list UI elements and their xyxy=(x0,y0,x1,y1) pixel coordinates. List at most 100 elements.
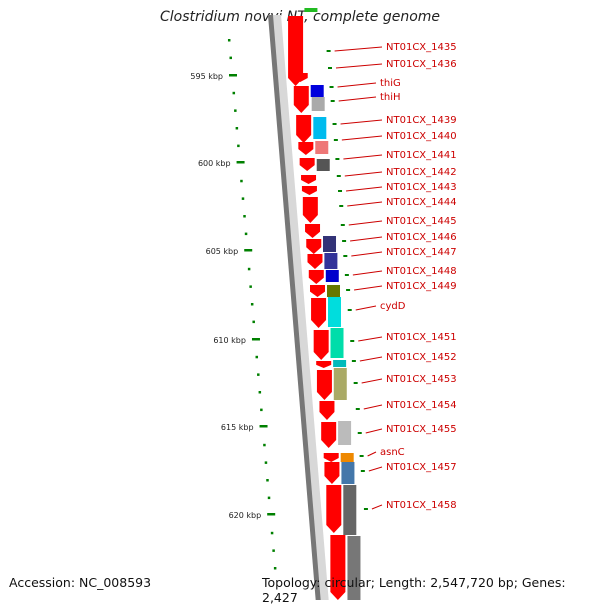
gene-leader-line xyxy=(358,336,383,342)
gene-labels: NT01CX_1435 NT01CX_1436 thiG thiH NT01CX_143… xyxy=(326,42,457,511)
gene-arrows xyxy=(288,16,346,600)
gene-label: NT01CX_1457 xyxy=(386,462,457,473)
gene-leader-line xyxy=(361,378,383,384)
gene-label: NT01CX_1445 xyxy=(386,216,457,227)
gene-arrow xyxy=(313,330,329,360)
feature-block xyxy=(327,285,341,297)
topology-text: Topology: circular; Length: 2,547,720 bp… xyxy=(262,575,566,605)
scale-tick-minor xyxy=(227,39,231,42)
gene-arrow xyxy=(302,197,318,223)
accession-text: Accession: NC_008593 xyxy=(9,575,152,590)
gene-label: NT01CX_1439 xyxy=(386,115,457,126)
gene-leader-line xyxy=(359,356,383,362)
gene-label: NT01CX_1442 xyxy=(386,167,457,178)
gene-label: NT01CX_1454 xyxy=(386,400,457,411)
scale-tick-minor xyxy=(232,91,236,95)
gene-arrow xyxy=(323,453,339,462)
gene-marker xyxy=(336,175,341,177)
scale-tick-minor xyxy=(260,408,263,412)
feature-block xyxy=(327,297,341,327)
gene-arrow xyxy=(293,86,309,113)
scale-ticks: 595 kbp 600 kbp 605 kbp 610 kbp 615 kbp 620 k… xyxy=(190,39,277,570)
gene-marker xyxy=(351,360,356,362)
scale-tick-minor xyxy=(235,127,239,130)
gene-marker xyxy=(353,382,358,384)
scale-tick-minor xyxy=(243,215,246,218)
gene-label: NT01CX_1451 xyxy=(386,332,457,343)
scale-tick-minor xyxy=(272,549,275,552)
scale-tick-minor xyxy=(258,391,262,394)
scale-tick-minor xyxy=(237,144,240,148)
feature-block xyxy=(325,270,339,282)
scale-label: 595 kbp xyxy=(190,72,223,81)
gene-marker xyxy=(335,158,340,160)
gene-arrow xyxy=(330,535,346,600)
scale-tick-major xyxy=(229,74,237,77)
gene-label: thiH xyxy=(380,92,401,103)
gene-label: thiG xyxy=(380,78,401,89)
feature-block xyxy=(315,141,329,154)
gene-arrow xyxy=(310,285,326,297)
scale-tick-minor xyxy=(250,303,254,306)
gene-leader-line xyxy=(344,171,383,177)
gene-leader-line xyxy=(341,135,383,141)
gene-arrow xyxy=(324,462,340,484)
gene-marker xyxy=(329,86,334,88)
feature-block xyxy=(304,8,318,12)
scale-tick-minor xyxy=(252,320,255,324)
gene-marker xyxy=(326,50,331,52)
gene-arrow xyxy=(306,239,322,254)
scale-tick-minor xyxy=(270,531,274,535)
gene-marker xyxy=(359,455,364,457)
scale-tick-major xyxy=(236,161,245,164)
feature-block xyxy=(340,453,354,462)
gene-leader-line xyxy=(365,428,383,434)
gene-marker xyxy=(338,190,343,192)
feature-blocks xyxy=(304,8,361,600)
gene-leader-line xyxy=(348,220,383,226)
gene-marker xyxy=(360,470,365,472)
feature-block xyxy=(341,462,355,484)
feature-block xyxy=(313,117,327,139)
scale-tick-minor xyxy=(249,285,252,288)
gene-leader-line xyxy=(352,270,383,276)
gene-arrow xyxy=(296,115,312,143)
gene-marker xyxy=(327,67,332,69)
backbone-line xyxy=(268,15,321,600)
scale-tick-minor xyxy=(267,496,271,500)
feature-block xyxy=(330,328,344,358)
gene-arrow xyxy=(301,175,317,184)
gene-arrow xyxy=(311,298,327,328)
scale-tick-minor xyxy=(263,443,266,447)
gene-marker xyxy=(330,100,335,102)
gene-label: NT01CX_1436 xyxy=(386,59,457,70)
gene-label: NT01CX_1458 xyxy=(386,500,457,511)
scale-label: 615 kbp xyxy=(221,423,254,432)
scale-tick-minor xyxy=(247,267,251,271)
gene-marker xyxy=(342,240,347,242)
gene-label: NT01CX_1435 xyxy=(386,42,457,53)
gene-marker xyxy=(363,508,368,510)
gene-arrow xyxy=(292,73,308,82)
feature-block xyxy=(323,236,337,252)
gene-label: NT01CX_1448 xyxy=(386,266,457,277)
gene-leader-line xyxy=(334,46,383,52)
feature-block xyxy=(338,421,352,445)
gene-marker xyxy=(346,289,351,291)
gene-leader-line xyxy=(371,504,383,510)
scale-tick-minor xyxy=(273,567,277,570)
scale-tick-minor xyxy=(255,355,259,359)
gene-leader-line xyxy=(347,201,383,207)
gene-marker xyxy=(357,432,362,434)
gene-label: NT01CX_1446 xyxy=(386,232,457,243)
gene-label: NT01CX_1444 xyxy=(386,197,457,208)
scale-tick-major xyxy=(244,249,253,252)
gene-leader-line xyxy=(350,236,383,242)
gene-arrow xyxy=(316,361,332,368)
gene-leader-line xyxy=(335,63,383,69)
gene-arrow xyxy=(326,485,342,533)
gene-label: NT01CX_1447 xyxy=(386,247,457,258)
gene-marker xyxy=(344,274,349,276)
feature-block xyxy=(333,368,347,400)
scale-label: 600 kbp xyxy=(198,159,231,168)
